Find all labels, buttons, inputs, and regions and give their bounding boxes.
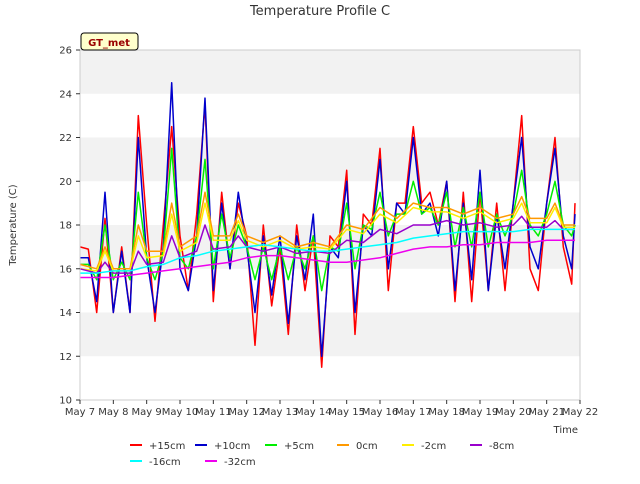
site-badge: GT_met	[80, 32, 139, 51]
legend-label: -16cm	[149, 457, 181, 468]
series-line-minus8cm	[79, 215, 575, 274]
x-tick-label: May 13	[262, 407, 299, 418]
y-tick-label: 26	[59, 46, 72, 57]
chart-title: Temperature Profile C	[249, 4, 390, 19]
series-line-minus2cm	[79, 202, 575, 272]
x-tick-label: May 14	[295, 407, 332, 418]
series-line-plus15cm	[79, 103, 576, 368]
legend-label: +15cm	[149, 441, 185, 452]
x-tick-label: May 18	[428, 407, 465, 418]
y-tick-label: 18	[59, 221, 72, 232]
site-badge-box	[80, 32, 139, 51]
series-lines	[79, 82, 576, 368]
series-line-minus32cm	[80, 239, 575, 279]
legend-label: -32cm	[224, 457, 256, 468]
y-tick-label: 12	[59, 352, 72, 363]
x-tick-label: May 22	[562, 407, 599, 418]
y-tick-label: 20	[59, 177, 72, 188]
y-tick-label: 14	[59, 308, 72, 319]
series-line-0cm	[79, 191, 575, 270]
y-axis-label: Temperature (C)	[8, 184, 19, 266]
x-tick-label: May 10	[162, 407, 199, 418]
x-tick-label: May 19	[462, 407, 499, 418]
legend-label: 0cm	[356, 441, 378, 452]
grid-band	[80, 181, 580, 225]
legend-label: -8cm	[489, 441, 514, 452]
x-tick-label: May 9	[132, 407, 162, 418]
series-line-minus16cm	[80, 228, 575, 274]
x-tick-label: May 15	[328, 407, 365, 418]
legend-label: -2cm	[421, 441, 446, 452]
y-axis-ticks: 10 12 14 16 18 20 22 24 26	[59, 46, 80, 407]
x-tick-label: May 8	[98, 407, 128, 418]
grid-band	[80, 137, 580, 182]
x-axis-label: Time	[553, 425, 578, 436]
y-tick-label: 16	[59, 264, 72, 275]
x-tick-label: May 20	[495, 407, 532, 418]
x-tick-label: May 12	[228, 407, 265, 418]
x-tick-label: May 11	[195, 407, 232, 418]
y-tick-label: 24	[59, 89, 72, 100]
grid-bands	[80, 50, 580, 400]
y-tick-label: 22	[59, 133, 72, 144]
x-tick-label: May 17	[395, 407, 432, 418]
y-tick-label: 10	[59, 396, 72, 407]
grid-band	[80, 268, 580, 313]
grid-band	[80, 356, 580, 400]
legend-label: +5cm	[284, 441, 314, 452]
x-tick-label: May 21	[528, 407, 565, 418]
x-tick-label: May 16	[362, 407, 399, 418]
legend: +15cm +10cm +5cm 0cm -2cm -8cm -16cm -32cm	[130, 441, 514, 468]
grid-band	[80, 312, 580, 357]
legend-label: +10cm	[214, 441, 250, 452]
x-tick-label: May 7	[65, 407, 95, 418]
site-badge-label: GT_met	[88, 38, 130, 49]
grid-band	[80, 93, 580, 138]
grid-band	[80, 50, 580, 94]
